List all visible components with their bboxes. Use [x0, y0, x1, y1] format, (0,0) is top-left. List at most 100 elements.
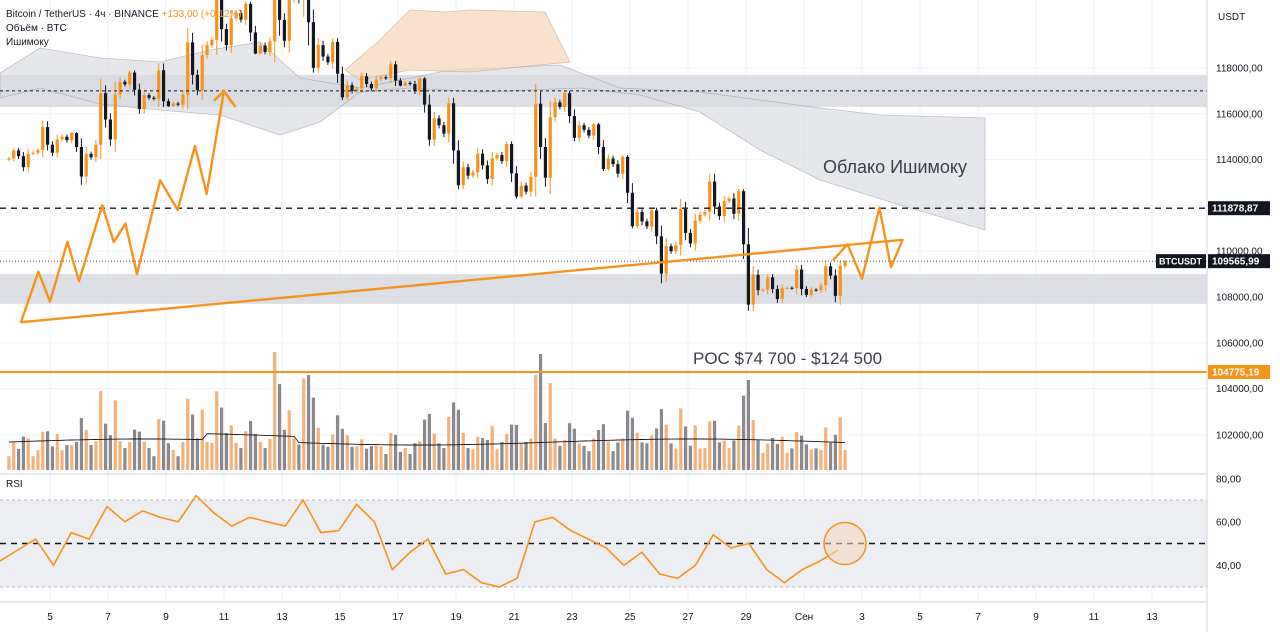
candle-body	[432, 118, 436, 140]
candle-body	[790, 287, 794, 289]
candle-body	[476, 153, 480, 173]
volume-bar	[326, 446, 330, 470]
volume-bar	[427, 413, 431, 470]
legend-symbol: Bitcoin / TetherUS · 4ч · BINANCE	[6, 9, 159, 20]
candle-body	[737, 191, 741, 214]
candle-body	[70, 133, 74, 141]
currency-label: USDT	[1218, 12, 1245, 23]
volume-bar	[756, 440, 760, 470]
candle-body	[437, 118, 441, 126]
candle-body	[369, 84, 373, 89]
candle-body	[45, 127, 50, 145]
volume-bar	[630, 417, 634, 470]
candle-body	[321, 45, 325, 57]
candle-body	[282, 19, 286, 41]
candle-body	[645, 221, 649, 227]
volume-bar	[157, 418, 161, 470]
volume-bar	[403, 447, 407, 470]
volume-bar	[567, 423, 572, 470]
volume-bar	[688, 445, 692, 470]
candle-body	[780, 288, 784, 300]
volume-bar	[770, 437, 775, 470]
x-tick-label: 13	[1146, 612, 1158, 623]
candle-body	[79, 147, 83, 177]
volume-bar	[205, 442, 209, 470]
volume-bar	[563, 439, 567, 470]
volume-bar	[601, 424, 605, 470]
candle-body	[650, 210, 654, 227]
candle-body	[838, 265, 842, 296]
candle-body	[422, 78, 427, 105]
candle-body	[355, 88, 359, 91]
volume-bar	[804, 444, 808, 470]
candle-body	[635, 211, 639, 227]
candle-body	[843, 261, 847, 266]
volume-bar	[176, 456, 180, 470]
forecast-path	[19, 89, 904, 324]
candle-body	[7, 158, 11, 160]
candle-body	[273, 0, 277, 42]
volume-bar	[331, 434, 335, 470]
x-tick-label: Сен	[795, 612, 813, 623]
volume-bar	[664, 424, 668, 470]
poc-annotation: POC $74 700 - $124 500	[693, 349, 882, 368]
volume-bar	[621, 438, 625, 470]
candle-body	[171, 103, 175, 107]
candle-body	[674, 245, 678, 252]
candle-body	[408, 82, 412, 85]
volume-bar	[166, 443, 170, 470]
rsi-highlight-circle	[823, 521, 867, 566]
candle-body	[311, 22, 315, 68]
candle-body	[84, 153, 88, 177]
volume-bar	[268, 439, 272, 470]
candle-body	[795, 269, 799, 289]
candle-body	[335, 41, 340, 74]
volume-bar	[306, 375, 311, 470]
candles	[7, 0, 847, 311]
candle-body	[490, 158, 494, 180]
forecast-line	[19, 89, 904, 324]
volume-bar	[292, 439, 296, 470]
annotations: Облако Ишимоку POC $74 700 - $124 500	[693, 157, 967, 368]
volume-bar	[345, 435, 349, 470]
candle-body	[456, 150, 460, 186]
candle-body	[74, 133, 79, 148]
volume-bar	[669, 443, 673, 470]
volume-bar	[572, 428, 576, 470]
candle-body	[717, 206, 721, 217]
volume-bar	[335, 415, 340, 470]
rsi-tick-label: 40,00	[1216, 561, 1241, 572]
volume-bar	[239, 448, 243, 470]
volume-bar	[640, 442, 644, 470]
ichimoku-cloud-bear	[0, 41, 986, 231]
candle-body	[55, 139, 59, 153]
candle-body	[809, 289, 813, 295]
x-tick-label: 23	[566, 612, 578, 623]
x-tick-label: 7	[105, 612, 111, 623]
candle-body	[640, 211, 644, 222]
volume-bar	[147, 448, 151, 470]
volume-bar	[505, 433, 509, 470]
volume-bar	[828, 442, 833, 470]
candle-body	[529, 176, 533, 192]
volume-bar	[103, 423, 108, 470]
volume-bar	[379, 446, 383, 470]
price-tick-label: 104000,00	[1216, 384, 1264, 395]
volume-bar	[393, 434, 398, 470]
candle-body	[113, 94, 117, 140]
volume-bar	[775, 444, 779, 470]
candle-body	[50, 144, 54, 153]
volume-bar	[519, 443, 523, 470]
volume-bar	[244, 431, 248, 470]
price-tick-label: 118000,00	[1216, 64, 1263, 75]
last-price-tag-bg	[1208, 254, 1270, 269]
rsi-line	[0, 494, 839, 588]
candle-body	[205, 45, 209, 56]
candle-body	[442, 125, 446, 134]
x-tick-label: 17	[392, 612, 404, 623]
candle-body	[350, 85, 354, 91]
candle-body	[268, 41, 272, 52]
rsi-pane: 80,00 60,00 40,00	[0, 473, 1241, 588]
